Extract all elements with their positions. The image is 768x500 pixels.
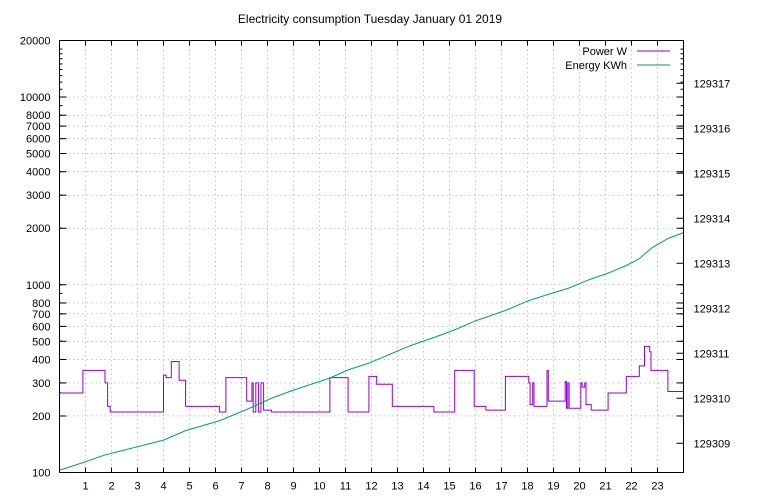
x-tick-label: 22	[625, 481, 637, 493]
y-right-tick-label: 129317	[694, 78, 731, 90]
y-left-tick-label: 400	[32, 354, 50, 366]
legend-label: Power W	[582, 46, 627, 58]
x-tick-label: 9	[290, 481, 296, 493]
y-left-tick-label: 600	[32, 321, 50, 333]
x-tick-label: 20	[573, 481, 585, 493]
legend-label: Energy KWh	[565, 60, 627, 72]
x-tick-label: 1	[82, 481, 88, 493]
x-tick-label: 2	[108, 481, 114, 493]
y-left-tick-label: 100	[32, 468, 50, 480]
y-right-tick-label: 129314	[694, 213, 731, 225]
energy-series-line	[59, 232, 684, 471]
x-tick-label: 12	[365, 481, 377, 493]
x-tick-label: 10	[313, 481, 325, 493]
x-tick-label: 11	[340, 481, 351, 493]
y-right-tick-label: 129311	[694, 348, 730, 360]
y-left-tick-label: 8000	[26, 110, 50, 122]
axis-ticks	[59, 40, 684, 473]
x-tick-label: 21	[599, 481, 611, 493]
x-tick-label: 13	[391, 481, 403, 493]
x-tick-label: 7	[238, 481, 244, 493]
y-left-tick-label: 20000	[20, 36, 51, 48]
y-right-tick-label: 129315	[694, 168, 731, 180]
x-tick-label: 17	[495, 481, 507, 493]
x-tick-label: 15	[443, 481, 455, 493]
x-tick-label: 19	[547, 481, 559, 493]
y-left-tick-label: 700	[32, 309, 50, 321]
y-left-tick-label: 5000	[26, 149, 50, 161]
y-left-tick-label: 800	[32, 298, 50, 310]
x-tick-label: 18	[521, 481, 533, 493]
x-tick-label: 5	[186, 481, 192, 493]
y-right-tick-label: 129312	[694, 303, 731, 315]
y-left-tick-label: 200	[32, 411, 50, 423]
x-tick-label: 4	[160, 481, 166, 493]
axis-labels: 1 2 3 4 5 6 7 8 9 10 11 12 13 14 15 16 17 18 19 20 21 22 23100…	[20, 36, 730, 493]
grid-lines	[59, 40, 684, 473]
y-left-tick-label: 10000	[20, 92, 51, 104]
chart-title: Electricity consumption Tuesday January …	[238, 12, 502, 26]
y-left-tick-label: 6000	[26, 134, 50, 146]
legend: Power W Energy KWh	[565, 46, 670, 72]
y-left-tick-label: 500	[32, 336, 50, 348]
y-left-tick-label: 7000	[26, 121, 50, 133]
y-right-tick-label: 129309	[694, 438, 731, 450]
x-tick-label: 23	[651, 481, 663, 493]
x-tick-label: 3	[134, 481, 140, 493]
power-series-line	[59, 345, 684, 413]
y-left-tick-label: 300	[32, 378, 50, 390]
x-tick-label: 14	[417, 481, 429, 493]
series-lines	[59, 232, 684, 471]
x-tick-label: 16	[469, 481, 481, 493]
x-tick-label: 8	[264, 481, 270, 493]
y-right-tick-label: 129313	[694, 258, 731, 270]
y-right-tick-label: 129310	[694, 393, 731, 405]
y-left-tick-label: 4000	[26, 167, 50, 179]
y-left-tick-label: 3000	[26, 190, 50, 202]
y-right-tick-label: 129316	[694, 123, 731, 135]
y-left-tick-label: 2000	[26, 223, 50, 235]
x-tick-label: 6	[212, 481, 218, 493]
y-left-tick-label: 1000	[26, 280, 50, 292]
